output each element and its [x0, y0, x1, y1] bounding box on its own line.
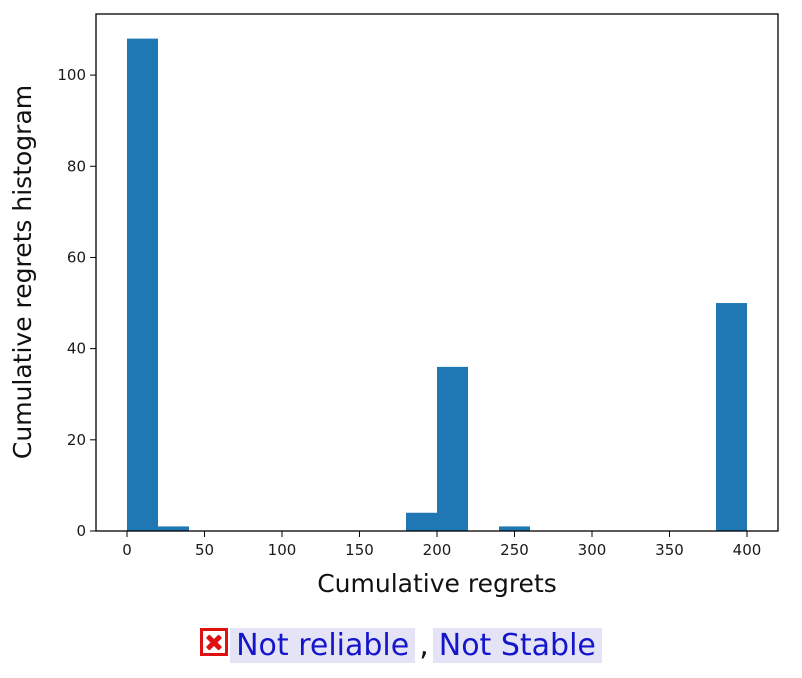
y-tick-label: 60 [67, 248, 86, 266]
red-x-box-icon [200, 628, 229, 656]
status-caption: Not reliable, Not Stable [0, 628, 802, 663]
histogram-bar [499, 526, 530, 531]
x-axis-label: Cumulative regrets [317, 569, 557, 598]
x-tick-label: 400 [733, 541, 762, 559]
x-axis-ticks: 0 50 100 150 200 250 300 350 400 [122, 531, 761, 559]
histogram-bar [406, 512, 437, 531]
y-tick-label: 80 [67, 157, 86, 175]
x-tick-label: 100 [268, 541, 297, 559]
histogram-chart: 0 50 100 150 200 250 300 350 400 0 20 40 60 80 100 Cu… [8, 13, 779, 598]
histogram-bars [127, 38, 747, 531]
histogram-bar [716, 303, 747, 531]
x-tick-label: 50 [195, 541, 214, 559]
y-axis-ticks: 0 20 40 60 80 100 [57, 66, 96, 540]
stability-status: Not Stable [432, 628, 602, 663]
y-tick-label: 0 [76, 522, 86, 540]
x-tick-label: 200 [423, 541, 452, 559]
y-axis-label: Cumulative regrets histogram [8, 85, 37, 459]
caption-separator: , [419, 628, 429, 663]
x-tick-label: 150 [345, 541, 374, 559]
histogram-bar [437, 366, 468, 531]
y-tick-label: 100 [57, 66, 86, 84]
histogram-bar [127, 38, 158, 531]
x-tick-label: 300 [578, 541, 607, 559]
y-tick-label: 40 [67, 340, 86, 358]
x-tick-label: 350 [655, 541, 684, 559]
reliability-status: Not reliable [230, 628, 416, 663]
x-tick-label: 250 [500, 541, 529, 559]
y-tick-label: 20 [67, 431, 86, 449]
x-tick-label: 0 [122, 541, 132, 559]
plot-frame [95, 13, 779, 532]
histogram-bar [158, 526, 189, 531]
